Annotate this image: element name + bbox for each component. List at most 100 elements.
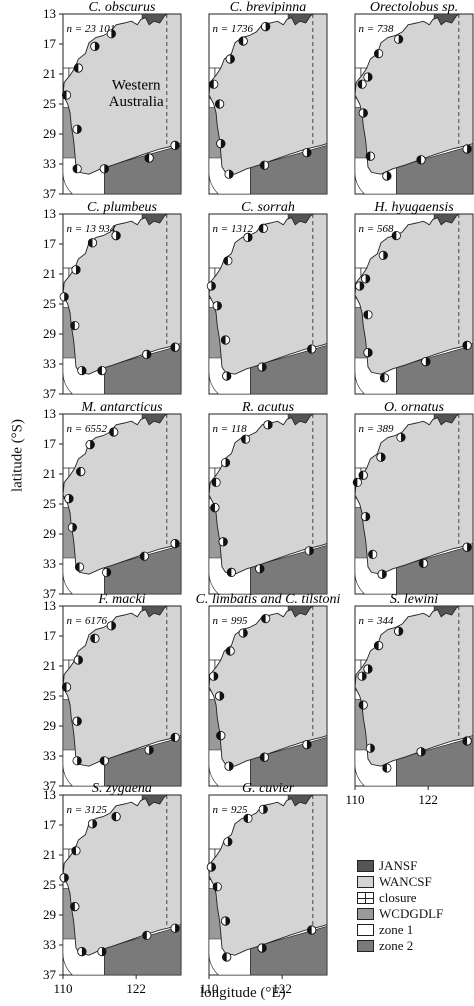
catch-point-fill: [70, 321, 75, 330]
panel-title: Orectolobus sp.: [370, 0, 458, 15]
catch-point-fill: [175, 924, 180, 933]
catch-point-fill: [367, 664, 373, 674]
panel-title: C. sorrah: [241, 200, 295, 215]
catch-point-fill: [216, 731, 221, 740]
y-tick-label: 21: [43, 658, 56, 673]
sample-size-label: n = 925: [213, 804, 248, 816]
panel-title: C. brevipinna: [230, 0, 306, 15]
catch-point-fill: [70, 902, 75, 911]
catch-point-fill: [81, 947, 87, 956]
catch-point-fill: [78, 655, 83, 665]
map-panel: n = 568 H. hyugaensis: [354, 200, 474, 395]
land-western-australia: [208, 213, 328, 375]
catch-point-fill: [75, 265, 81, 274]
land-western-australia: [62, 605, 182, 767]
map-panel: n = 738 Orectolobus sp.: [354, 0, 474, 195]
y-tick-label: 33: [43, 156, 56, 171]
catch-point-fill: [213, 672, 218, 681]
catch-point-fill: [262, 362, 267, 372]
sample-size-label: n = 344: [359, 615, 394, 627]
catch-point-fill: [367, 72, 373, 82]
panel-title: C. plumbeus: [87, 200, 158, 215]
catch-point-fill: [223, 537, 228, 546]
catch-point-fill: [261, 614, 266, 623]
catch-point-fill: [144, 153, 150, 163]
y-tick-label: 21: [43, 466, 56, 481]
catch-point-fill: [239, 36, 244, 46]
catch-point-fill: [359, 700, 364, 710]
panel-title: S. lewini: [390, 592, 438, 607]
y-tick-label: 33: [43, 556, 56, 571]
map-panel: n = 995 C. limbatis and C. tilstoni: [196, 592, 340, 787]
sample-size-label: n = 568: [359, 223, 394, 235]
y-tick-label: 17: [43, 236, 57, 251]
legend-swatch: [357, 940, 374, 952]
catch-point-fill: [170, 343, 176, 352]
sample-size-label: n = 118: [213, 423, 248, 435]
catch-point-fill: [425, 357, 430, 366]
x-tick-label: 122: [126, 981, 146, 996]
map-panel: n = 6176 F. macki: [61, 592, 182, 787]
legend-item: WANCSF: [357, 874, 472, 890]
catch-point-fill: [359, 281, 364, 291]
catch-point-fill: [64, 873, 69, 882]
legend-swatch: [357, 924, 374, 936]
sample-size-label: n = 1312: [213, 223, 254, 235]
catch-point-fill: [382, 570, 387, 579]
catch-point-fill: [398, 627, 403, 636]
catch-point-fill: [363, 310, 368, 319]
catch-point-fill: [75, 562, 80, 572]
legend-item: JANSF: [357, 858, 472, 874]
catch-point-fill: [77, 717, 82, 726]
catch-point-fill: [149, 745, 154, 755]
catch-point-fill: [62, 682, 67, 692]
panel-title: F. macki: [97, 592, 145, 607]
catch-point-fill: [309, 546, 314, 555]
catch-point-fill: [259, 224, 264, 233]
region-label: Australia: [109, 94, 164, 110]
catch-point-fill: [247, 233, 253, 242]
catch-point-fill: [259, 564, 264, 573]
catch-point-fill: [111, 812, 117, 821]
panel-title: G. cuvier: [242, 781, 295, 796]
catch-point-fill: [365, 274, 370, 283]
catch-point-fill: [76, 467, 81, 476]
land-western-australia: [62, 13, 182, 175]
catch-point-fill: [116, 231, 121, 240]
legend-item: zone 1: [357, 922, 472, 938]
sample-size-label: n = 1736: [213, 23, 254, 35]
y-tick-label: 25: [43, 96, 56, 111]
y-tick-label: 33: [43, 748, 56, 763]
catch-point-fill: [140, 552, 145, 561]
y-tick-label: 25: [43, 496, 56, 511]
catch-point-fill: [262, 943, 267, 953]
catch-point-fill: [111, 621, 116, 630]
catch-point-fill: [94, 42, 100, 51]
map-panel: n = 6552 M. antarcticus: [62, 400, 182, 595]
catch-point-fill: [106, 568, 111, 577]
y-tick-label: 37: [43, 586, 57, 601]
y-tick-label: 25: [43, 877, 56, 892]
legend-item: zone 2: [357, 938, 472, 954]
x-tick-label: 122: [272, 981, 292, 996]
catch-point-fill: [175, 539, 180, 548]
catch-point-fill: [268, 420, 273, 429]
catch-point-fill: [109, 427, 114, 437]
catch-point-fill: [213, 882, 218, 891]
catch-point-fill: [421, 747, 426, 756]
legend-label: JANSF: [379, 858, 418, 873]
legend-label: closure: [379, 890, 417, 905]
catch-point-fill: [243, 814, 248, 823]
legend-label: zone 2: [379, 938, 414, 953]
y-tick-label: 17: [43, 436, 57, 451]
catch-point-fill: [386, 171, 392, 181]
land-western-australia: [208, 794, 328, 956]
catch-point-fill: [359, 471, 364, 480]
legend-swatch: [357, 908, 374, 920]
catch-point-fill: [104, 164, 109, 173]
catch-point-fill: [175, 141, 180, 150]
y-tick-label: 13: [43, 787, 56, 802]
legend-label: zone 1: [379, 922, 414, 937]
catch-point-fill: [100, 756, 105, 765]
